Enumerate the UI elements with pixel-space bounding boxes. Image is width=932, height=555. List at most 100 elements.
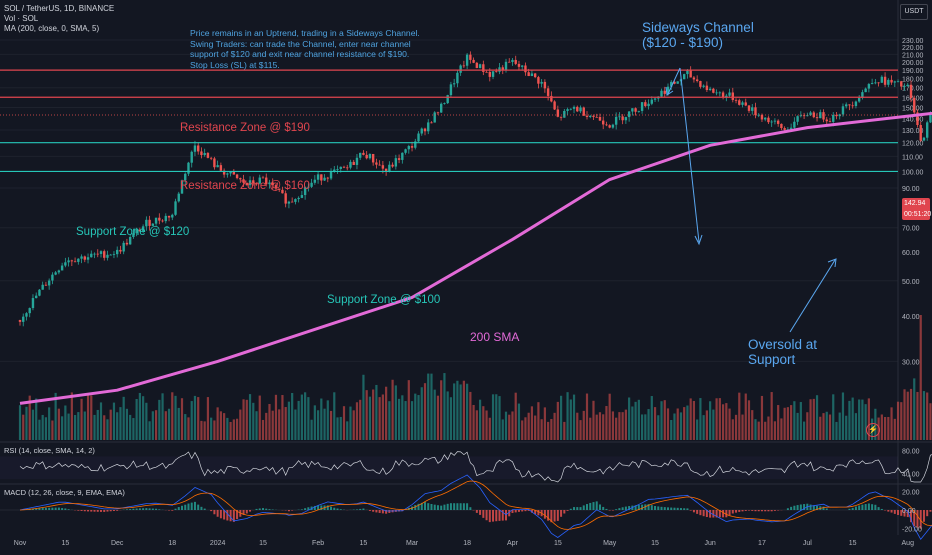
volume-bar [670, 420, 672, 440]
volume-bar [233, 419, 235, 440]
y-tick-label: 180.00 [902, 77, 924, 84]
macd-tick-label: -20.00 [902, 526, 922, 533]
x-tick-label: Feb [312, 540, 324, 547]
macd-histogram-bar [664, 507, 666, 510]
macd-histogram-bar [304, 508, 306, 510]
macd-histogram-bar [64, 508, 66, 510]
candle-body [877, 82, 879, 83]
macd-histogram-bar [447, 504, 449, 510]
volume-bar [97, 410, 99, 440]
macd-histogram-bar [217, 510, 219, 517]
macd-histogram-bar [521, 510, 523, 511]
macd-histogram-bar [200, 507, 202, 510]
macd-histogram-bar [596, 501, 598, 510]
macd-histogram-bar [622, 507, 624, 510]
candle-body [479, 64, 481, 68]
volume-bar [38, 420, 40, 440]
volume-bar [696, 419, 698, 440]
volume-bar [728, 409, 730, 440]
volume-bar [239, 410, 241, 440]
macd-histogram-bar [116, 510, 118, 511]
volume-bar [200, 421, 202, 440]
volume-bar [690, 398, 692, 440]
macd-histogram-bar [142, 508, 144, 510]
candle-body [920, 125, 922, 141]
candle-body [197, 145, 199, 151]
macd-histogram-bar [379, 510, 381, 513]
candle-body [864, 89, 866, 93]
x-tick-label: 18 [463, 540, 471, 547]
candle-body [608, 125, 610, 127]
volume-bar [573, 395, 575, 440]
macd-histogram-bar [463, 503, 465, 510]
currency-button[interactable]: USDT [900, 4, 928, 20]
volume-bar [544, 407, 546, 440]
volume-bar [809, 399, 811, 440]
volume-bar [136, 399, 138, 440]
macd-histogram-bar [874, 505, 876, 510]
candle-body [330, 172, 332, 179]
macd-histogram-bar [87, 510, 89, 511]
volume-bar [754, 419, 756, 440]
volume-bar [252, 403, 254, 440]
x-tick-label: 15 [61, 540, 69, 547]
candle-body [712, 89, 714, 93]
volume-bar [848, 401, 850, 440]
macd-histogram-bar [881, 509, 883, 510]
candle-body [884, 77, 886, 85]
candle-body [469, 55, 471, 60]
macd-histogram-bar [178, 507, 180, 510]
candle-body [116, 250, 118, 254]
macd-histogram-bar [129, 509, 131, 510]
volume-bar [589, 418, 591, 440]
macd-histogram-bar [592, 502, 594, 510]
commentary-line: Stop Loss (SL) at $115. [190, 60, 430, 71]
volume-bar [19, 405, 21, 440]
macd-histogram-bar [599, 504, 601, 510]
candle-body [450, 84, 452, 95]
candle-body [310, 183, 312, 187]
macd-histogram-bar [580, 507, 582, 510]
macd-histogram-bar [145, 508, 147, 510]
volume-bar [557, 402, 559, 440]
volume-bar [605, 406, 607, 440]
volume-bar [207, 397, 209, 440]
volume-bar [920, 315, 922, 440]
macd-histogram-bar [476, 510, 478, 513]
x-tick-label: Apr [507, 540, 519, 547]
candle-body [61, 266, 63, 271]
candle-body [664, 91, 666, 94]
volume-bar [686, 406, 688, 440]
candle-body [621, 116, 623, 120]
candle-body [64, 262, 66, 265]
candle-body [540, 82, 542, 84]
volume-bar [583, 411, 585, 440]
candle-body [294, 199, 296, 202]
candle-body [719, 92, 721, 93]
candle-body [372, 154, 374, 162]
volume-bar [890, 407, 892, 440]
lightning-icon[interactable]: ⚡ [866, 423, 880, 437]
macd-histogram-bar [554, 510, 556, 521]
volume-bar [71, 392, 73, 440]
volume-bar [774, 421, 776, 440]
rsi-title: RSI (14, close, SMA, 14, 2) [4, 446, 95, 455]
resistance-190-label: Resistance Zone @ $190 [180, 122, 310, 134]
volume-bar [680, 412, 682, 440]
candle-body [401, 153, 403, 160]
volume-bar [638, 400, 640, 440]
macd-histogram-bar [340, 509, 342, 510]
candle-body [236, 175, 238, 179]
candle-body [45, 285, 47, 286]
volume-bar [340, 417, 342, 440]
candle-body [868, 84, 870, 89]
candle-body [518, 64, 520, 67]
candle-body [654, 99, 656, 100]
volume-bar [916, 392, 918, 440]
macd-histogram-bar [787, 508, 789, 510]
candle-body [297, 198, 299, 199]
macd-histogram-bar [262, 508, 264, 510]
candle-body [592, 116, 594, 117]
